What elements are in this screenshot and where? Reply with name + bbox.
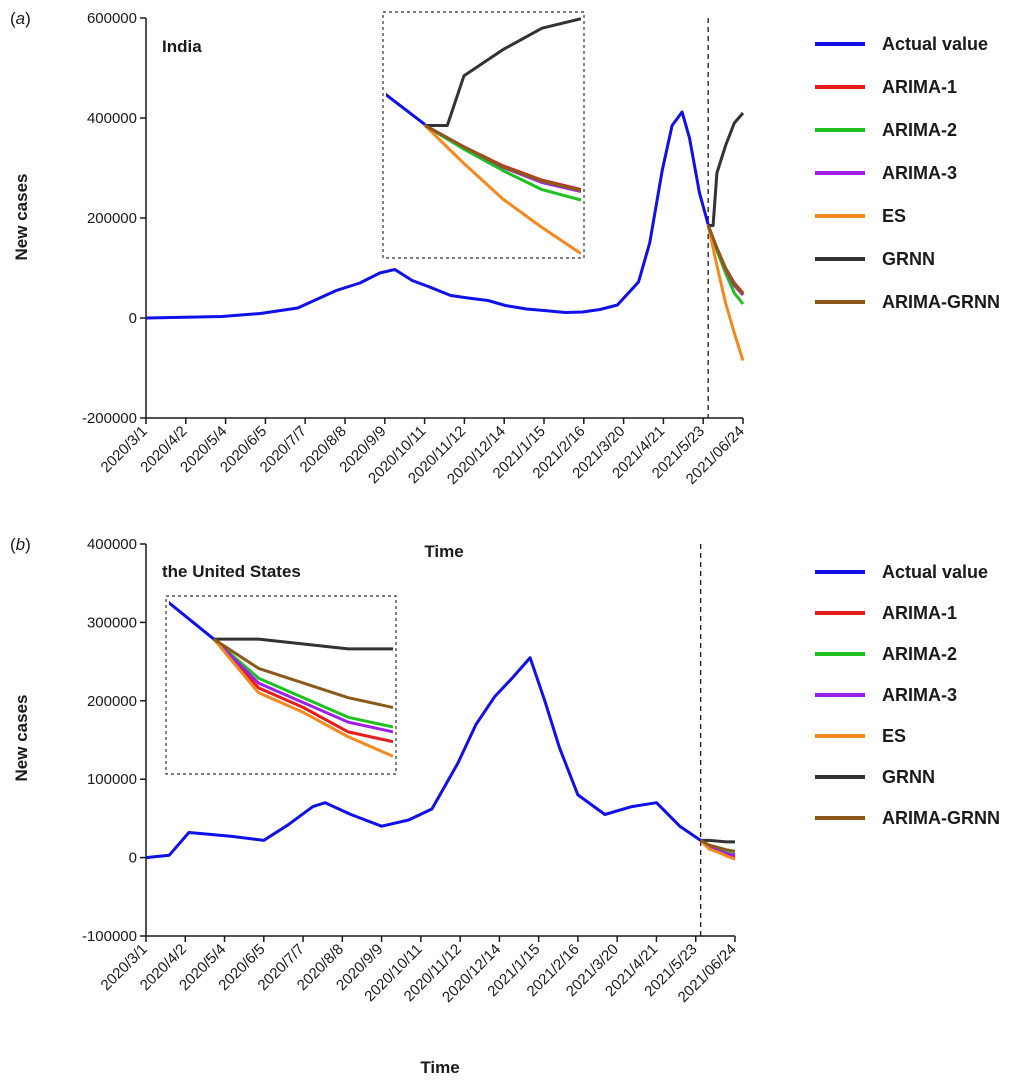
legend-label-arima-2: ARIMA-2: [882, 120, 957, 140]
inset-series-arima-3: [212, 638, 393, 734]
legend-label-es: ES: [882, 726, 906, 746]
inset-series-es: [212, 638, 393, 758]
y-tick-label: 400000: [87, 110, 137, 127]
legend: Actual value ARIMA-1 ARIMA-2 ARIMA-3 ES GRNN A…: [815, 34, 1000, 312]
x-axis-label: Time: [420, 1058, 459, 1077]
y-tick-label: -100000: [82, 928, 137, 945]
panel-label: (a): [10, 9, 31, 28]
legend-label-actual-value: Actual value: [882, 562, 988, 582]
legend-label-arima-grnn: ARIMA-GRNN: [882, 292, 1000, 312]
inset-series-arima-1: [424, 124, 581, 192]
series-grnn: [708, 112, 745, 227]
inset-series-actual-value: [386, 92, 426, 126]
legend-label-arima-3: ARIMA-3: [882, 163, 957, 183]
y-tick-label: -200000: [82, 410, 137, 427]
legend-label-grnn: GRNN: [882, 249, 935, 269]
series-grnn: [700, 838, 735, 844]
axes: -10000001000002000003000004000002020/3/1…: [82, 536, 740, 1006]
series-es: [706, 225, 745, 361]
series-lines: [145, 656, 736, 861]
country-annotation: the United States: [162, 562, 301, 581]
y-axis-label: New cases: [12, 695, 31, 782]
legend-label-arima-1: ARIMA-1: [882, 603, 957, 623]
panel-label-letter: b: [16, 535, 25, 554]
series-es: [699, 839, 736, 861]
legend-label-arima-grnn: ARIMA-GRNN: [882, 808, 1000, 828]
legend-label-grnn: GRNN: [882, 767, 935, 787]
y-tick-label: 0: [129, 850, 137, 867]
zoom-inset: [165, 595, 397, 775]
series-actual-value: [145, 110, 710, 320]
inset-series-group: [169, 600, 393, 758]
zoom-inset-lines: [386, 17, 581, 255]
legend-label-arima-2: ARIMA-2: [882, 644, 957, 664]
legend: Actual value ARIMA-1 ARIMA-2 ARIMA-3 ES GRNN A…: [815, 562, 1000, 828]
series-lines: [145, 110, 745, 361]
panel-label: (b): [10, 535, 31, 554]
y-tick-label: 400000: [87, 536, 137, 553]
y-tick-label: 100000: [87, 771, 137, 788]
legend-label-arima-3: ARIMA-3: [882, 685, 957, 705]
legend-label-actual-value: Actual value: [882, 34, 988, 54]
inset-series-grnn: [425, 17, 581, 127]
zoom-inset-lines: [169, 600, 393, 758]
inset-series-es: [423, 124, 581, 255]
y-tick-label: 600000: [87, 10, 137, 27]
y-tick-label: 200000: [87, 693, 137, 710]
inset-series-arima-grnn: [424, 124, 581, 192]
inset-series-arima-2: [212, 637, 393, 729]
series-arima-grnn: [699, 839, 736, 853]
x-axis-label: Time: [424, 542, 463, 561]
series-actual-value: [145, 656, 702, 860]
panel-a: (a) India -20000002000004000006000002020…: [10, 9, 1000, 561]
legend-label-arima-1: ARIMA-1: [882, 77, 957, 97]
legend-label-es: ES: [882, 206, 906, 226]
y-axis-label: New cases: [12, 174, 31, 261]
zoom-inset: [382, 11, 585, 259]
panel-label-letter: a: [16, 9, 25, 28]
panel-b: (b) the United States -100000 0 100000 2000…: [10, 535, 1000, 1077]
inset-series-arima-3: [424, 124, 581, 193]
country-annotation: India: [162, 37, 202, 56]
y-tick-label: 200000: [87, 210, 137, 227]
y-tick-label: 300000: [87, 614, 137, 631]
inset-series-arima-grnn: [212, 637, 393, 709]
y-tick-label: 0: [129, 310, 137, 327]
inset-series-grnn: [213, 637, 393, 651]
inset-series-group: [386, 17, 581, 255]
inset-series-arima-1: [212, 638, 393, 744]
series-arima-grnn: [706, 224, 745, 295]
